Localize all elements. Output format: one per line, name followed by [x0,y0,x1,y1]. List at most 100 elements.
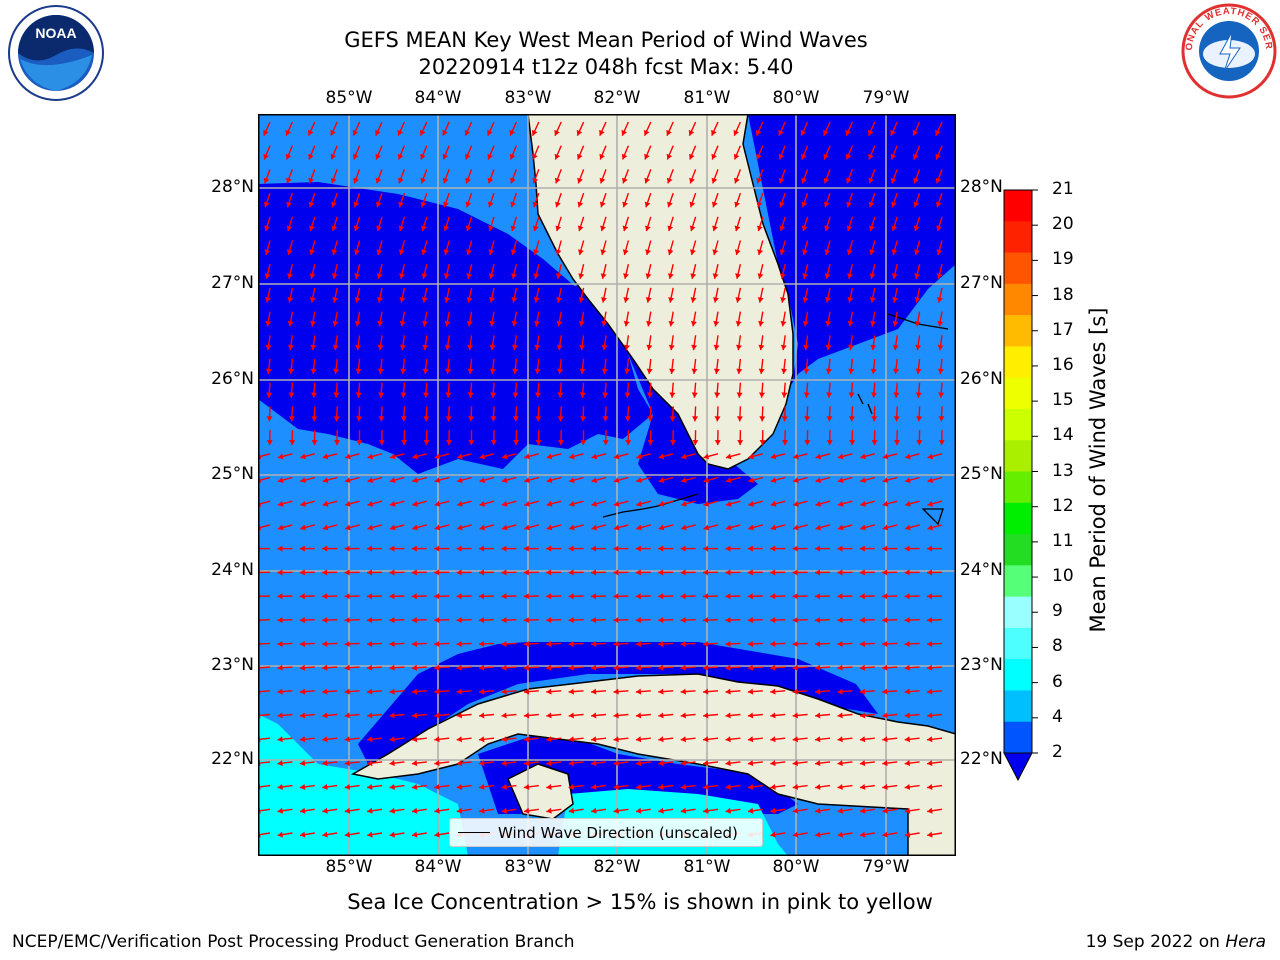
wave-direction-arrowhead [927,736,933,743]
wave-direction-arrowhead [823,201,830,208]
wave-direction-arrowhead [893,416,900,422]
wave-direction-arrowhead [591,736,597,743]
wave-direction-arrowhead [300,807,306,814]
wave-direction-arrowhead [621,153,628,160]
wave-direction-arrowhead [658,736,664,743]
wave-direction-arrowhead [299,641,305,647]
wave-direction-arrowhead [779,249,786,255]
wave-direction-arrowhead [488,225,494,232]
wave-direction-arrowhead [501,477,508,483]
wave-direction-arrowhead [578,297,585,303]
wave-direction-arrowhead [558,440,564,446]
wave-direction-arrowhead [546,569,552,576]
wave-direction-arrowhead [658,545,664,552]
wave-direction-arrowhead [456,617,462,624]
lon-label-bottom-80w: 80°W [772,857,820,877]
wave-direction-arrowhead [423,416,430,422]
colorbar [1003,189,1038,782]
lon-label-bottom-82w: 82°W [593,857,641,877]
wave-direction-arrowhead [375,177,382,184]
wave-direction-arrowhead [277,641,283,647]
footer-credit: NCEP/EMC/Verification Post Processing Pr… [12,932,575,952]
lon-label-top-81w: 81°W [683,88,731,108]
wave-direction-arrowhead [434,641,440,647]
wave-direction-arrowhead [623,297,630,303]
wave-direction-arrowhead [913,153,919,160]
wave-direction-arrowhead [711,177,718,184]
wave-direction-arrowhead [635,593,641,600]
wave-direction-arrowhead [442,129,448,136]
wave-direction-arrowhead [489,320,496,327]
wave-direction-arrowhead [703,617,709,624]
wave-direction-arrowhead [412,477,418,483]
wave-direction-arrowhead [535,440,542,446]
wave-direction-arrowhead [747,617,753,624]
wave-direction-arrowhead [916,416,923,422]
wave-direction-arrowhead [524,524,530,531]
wave-direction-arrowhead [837,688,843,695]
wave-direction-arrowhead [411,569,417,576]
noaa-logo: NOAA [8,5,104,101]
wave-direction-arrowhead [421,225,427,232]
wave-direction-arrowhead [397,129,403,136]
wave-direction-arrowhead [512,344,518,351]
wave-direction-arrowhead [479,593,485,600]
wave-direction-arrowhead [375,153,381,160]
colorbar-segment [1004,346,1032,379]
wave-direction-arrowhead [938,416,945,422]
wave-direction-arrowhead [613,807,619,814]
wave-direction-arrowhead [846,225,853,232]
wave-direction-arrowhead [725,736,731,743]
wave-direction-arrowhead [546,545,552,552]
colorbar-tick-label: 17 [1052,319,1074,340]
wave-direction-arrowhead [578,249,584,255]
wave-direction-arrowhead [869,249,875,255]
wave-direction-arrowhead [747,569,753,576]
wave-direction-arrowhead [322,569,328,576]
colorbar-segment [1004,252,1032,285]
legend-line-swatch [458,832,490,833]
wave-direction-arrowhead [277,500,284,507]
wave-direction-arrowhead [401,440,408,446]
wave-direction-arrowhead [330,177,337,184]
wave-direction-arrowhead [936,225,942,232]
wave-direction-arrowhead [420,177,427,184]
wave-direction-arrowhead [658,593,664,600]
wave-direction-arrowhead [669,392,676,398]
colorbar-tick-label: 12 [1052,495,1074,516]
wave-direction-arrowhead [681,453,687,460]
wave-direction-arrowhead [927,641,933,647]
wave-direction-arrowhead [713,297,719,303]
wave-period-map [258,114,956,856]
wave-direction-arrowhead [512,368,519,374]
wave-direction-arrowhead [344,784,351,790]
wave-direction-arrowhead [658,712,664,719]
wave-direction-arrowhead [837,712,843,719]
wave-direction-arrowhead [845,153,852,160]
wave-direction-arrowhead [344,545,350,552]
wave-direction-arrowhead [501,500,508,507]
wave-direction-arrowhead [815,736,821,743]
wave-direction-arrowhead [546,760,552,767]
wave-direction-arrowhead [667,225,674,232]
colorbar-segment [1004,565,1032,598]
wave-direction-arrowhead [345,477,351,483]
wave-direction-arrowhead [554,129,560,136]
lon-label-top-83w: 83°W [504,88,552,108]
wave-direction-arrowhead [860,831,866,838]
wave-direction-arrowhead [792,807,799,814]
wave-direction-arrowhead [666,129,672,136]
wave-direction-arrowhead [647,392,653,398]
wave-direction-arrowhead [344,688,350,695]
wave-direction-arrowhead [479,617,485,624]
wave-direction-arrowhead [467,368,474,374]
wave-direction-arrowhead [622,225,629,232]
wave-direction-arrowhead [501,569,507,576]
wave-direction-arrowhead [577,153,583,160]
wave-direction-arrowhead [580,416,587,422]
wave-direction-arrowhead [287,273,293,279]
wave-direction-arrowhead [546,500,553,507]
wave-direction-arrowhead [733,129,739,136]
wave-direction-arrowhead [913,225,920,232]
wave-direction-arrowhead [510,225,517,232]
